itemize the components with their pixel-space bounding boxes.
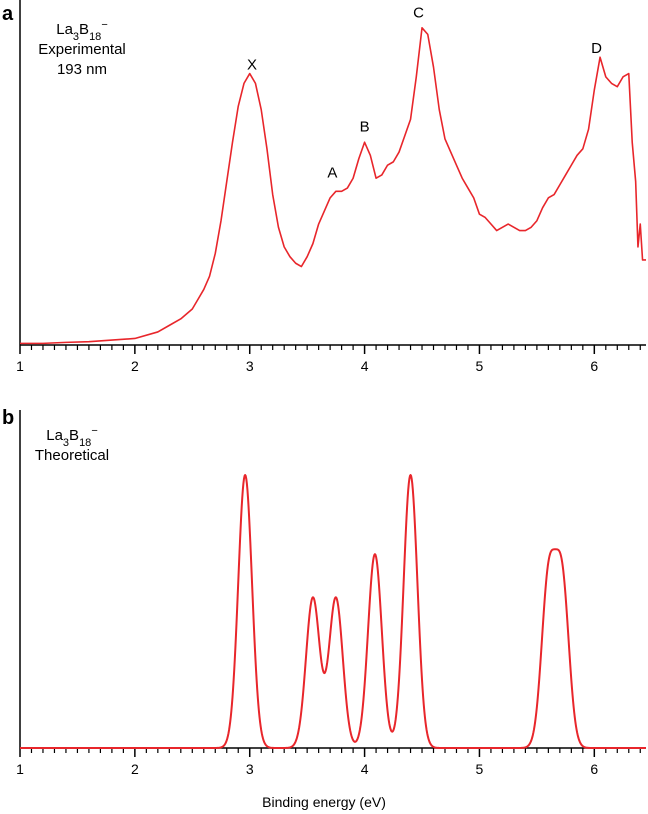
species-charge-a: −	[101, 19, 107, 31]
x-tick-label: 3	[246, 358, 254, 374]
panel-a-peak-labels: X A B C D	[247, 4, 602, 181]
x-tick-label: 4	[361, 358, 369, 374]
panel-b-species-label: La3B18−	[46, 425, 98, 449]
species-charge-b: −	[91, 425, 97, 437]
panel-b-x-axis-title: Binding energy (eV)	[262, 794, 386, 810]
panel-a-annotation-wavelength: 193 nm	[57, 61, 107, 78]
x-tick-label: 4	[361, 761, 369, 777]
x-tick-label: 5	[476, 358, 484, 374]
species-sub3-b: 3	[63, 437, 69, 449]
peak-label-x: X	[247, 57, 257, 74]
species-la-b: La	[46, 427, 63, 444]
x-tick-label: 2	[131, 358, 139, 374]
species-sub18-a: 18	[89, 31, 101, 43]
peak-label-d: D	[591, 40, 602, 57]
panel-b-spectrum-line	[19, 474, 647, 749]
panel-b-tick-labels: 1 2 3 4 5 6	[16, 761, 598, 777]
panel-a-ticks	[19, 345, 641, 354]
species-sub18-b: 18	[79, 437, 91, 449]
species-b-b: B	[69, 427, 79, 444]
panel-a-spectrum-line	[20, 27, 646, 345]
x-tick-label: 1	[16, 761, 24, 777]
peak-label-b: B	[360, 119, 370, 136]
species-b-a: B	[79, 21, 89, 38]
peak-label-c: C	[413, 4, 424, 21]
peak-label-a: A	[327, 165, 337, 182]
panel-a-species-label: La3B18−	[56, 19, 108, 43]
panel-a-tick-labels: 1 2 3 4 5 6	[16, 358, 598, 374]
species-la-a: La	[56, 21, 73, 38]
x-tick-label: 6	[590, 761, 598, 777]
x-tick-label: 5	[476, 761, 484, 777]
panel-a-letter: a	[2, 3, 14, 25]
panel-a-annotation-experimental: Experimental	[38, 41, 126, 58]
x-tick-label: 1	[16, 358, 24, 374]
x-tick-label: 2	[131, 761, 139, 777]
panel-b-ticks	[19, 748, 641, 757]
panel-b-annotation-theoretical: Theoretical	[35, 447, 109, 464]
panel-b-letter: b	[2, 407, 14, 429]
x-tick-label: 3	[246, 761, 254, 777]
x-tick-label: 6	[590, 358, 598, 374]
species-sub3-a: 3	[73, 31, 79, 43]
